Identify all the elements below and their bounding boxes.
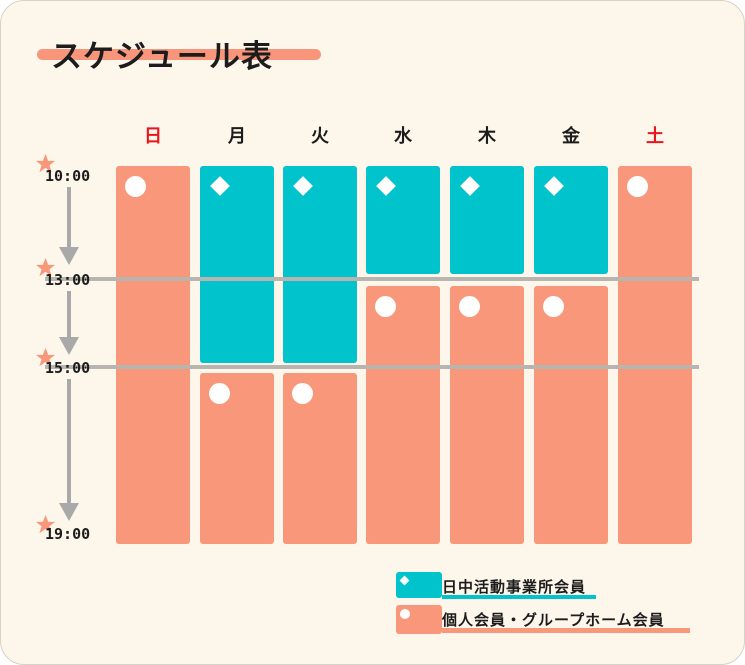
schedule-block-wed-day-activity [366, 166, 440, 274]
schedule-block-sat-individual [618, 166, 692, 544]
schedule-block-mon-day-activity [200, 166, 274, 363]
circle-icon [543, 296, 564, 317]
legend-swatch-day-activity [396, 572, 442, 598]
legend-label-individual: 個人会員・グループホーム会員 [442, 611, 665, 629]
legend-underline-day-activity [442, 595, 596, 599]
schedule-block-tue-day-activity [283, 166, 357, 363]
circle-icon [375, 296, 396, 317]
day-label-tue: 火 [311, 126, 329, 147]
circle-icon [125, 176, 146, 197]
time-label-1500: 15:00 [45, 359, 91, 377]
day-label-mon: 月 [228, 126, 246, 147]
star-icon [35, 257, 56, 277]
day-label-thu: 木 [478, 126, 496, 147]
diamond-icon [210, 176, 230, 196]
schedule-block-fri-individual [534, 286, 608, 544]
circle-icon [292, 383, 313, 404]
legend-label-day-activity: 日中活動事業所会員 [442, 578, 587, 596]
day-label-wed: 水 [394, 126, 412, 147]
schedule-block-thu-individual [450, 286, 524, 544]
circle-icon [400, 609, 410, 619]
circle-icon [627, 176, 648, 197]
diamond-icon [293, 176, 313, 196]
down-arrow-icon [59, 291, 79, 355]
circle-icon [209, 383, 230, 404]
diamond-icon [460, 176, 480, 196]
title-underline [37, 49, 321, 60]
circle-icon [459, 296, 480, 317]
time-divider-15 [45, 365, 699, 369]
down-arrow-icon [59, 379, 79, 521]
schedule-block-tue-individual [283, 373, 357, 544]
schedule-block-mon-individual [200, 373, 274, 544]
day-label-sat: 土 [646, 126, 664, 147]
time-label-1300: 13:00 [45, 271, 91, 289]
day-label-sun: 日 [144, 126, 162, 147]
diamond-icon [399, 575, 410, 586]
page-title: スケジュール表 [51, 39, 273, 75]
time-label-1000: 10:00 [45, 167, 91, 185]
day-label-fri: 金 [562, 126, 580, 147]
schedule-block-thu-day-activity [450, 166, 524, 274]
legend-swatch-individual [396, 605, 442, 634]
star-icon [35, 153, 56, 173]
down-arrow-icon [59, 187, 79, 265]
star-icon [35, 347, 56, 367]
diamond-icon [544, 176, 564, 196]
time-divider-13 [45, 277, 699, 281]
time-label-1900: 19:00 [45, 525, 91, 543]
diamond-icon [376, 176, 396, 196]
legend-underline-individual [442, 628, 690, 633]
schedule-block-fri-day-activity [534, 166, 608, 274]
schedule-block-wed-individual [366, 286, 440, 544]
star-icon [35, 514, 56, 534]
schedule-block-sun-individual [116, 166, 190, 544]
